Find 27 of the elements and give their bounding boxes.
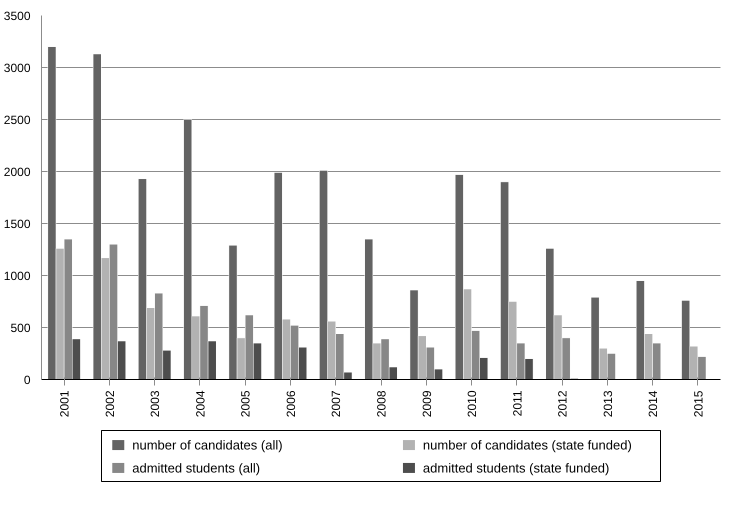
- x-tick-label: 2010: [465, 390, 480, 418]
- x-tick-label: 2007: [329, 390, 344, 418]
- legend-label: number of candidates (all): [132, 438, 283, 453]
- x-tick-label: 2002: [102, 390, 117, 418]
- x-tick-label: 2001: [58, 390, 72, 418]
- legend-label: admitted students (state funded): [422, 460, 610, 476]
- y-tick-label: 3000: [4, 61, 31, 75]
- x-tick-label: 2004: [193, 390, 208, 418]
- x-tick-label: 2014: [646, 390, 660, 418]
- x-tick-label: 2005: [238, 390, 253, 418]
- x-tick-label: 2013: [600, 390, 615, 418]
- y-tick-label: 500: [10, 321, 31, 335]
- x-tick-label: 2012: [556, 390, 570, 418]
- y-tick-label: 2500: [4, 113, 31, 127]
- y-tick-label: 3500: [4, 9, 31, 23]
- y-tick-label: 2000: [4, 165, 31, 179]
- x-tick-label: 2015: [691, 390, 706, 418]
- x-tick-label: 2008: [374, 390, 388, 418]
- y-tick-label: 1500: [4, 217, 31, 231]
- y-tick-label: 0: [24, 373, 31, 387]
- legend-label: number of candidates (state funded): [422, 438, 632, 453]
- y-tick-label: 1000: [4, 269, 31, 283]
- x-tick-label: 2003: [148, 390, 162, 418]
- x-tick-label: 2009: [420, 390, 434, 418]
- legend-label: admitted students (all): [132, 460, 260, 476]
- x-tick-label: 2006: [284, 390, 298, 418]
- x-tick-label: 2011: [510, 390, 524, 416]
